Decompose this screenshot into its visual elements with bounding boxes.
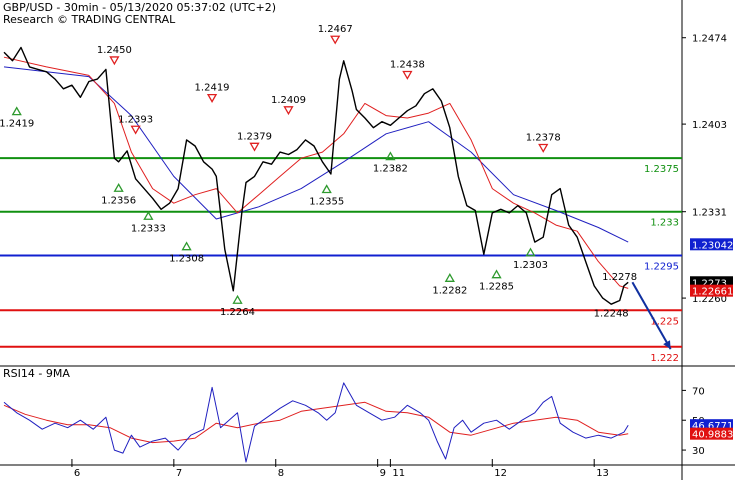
swing-high-marker (402, 70, 413, 80)
price-annotation: 1.2382 (373, 164, 408, 175)
swing-low-marker (385, 151, 396, 161)
x-tick-label: 11 (392, 468, 405, 479)
price-annotation: 1.2355 (309, 197, 344, 208)
price-annotation: 1.2393 (118, 114, 153, 125)
price-annotation: 1.2278 (602, 272, 637, 283)
price-annotation: 1.2419 (195, 83, 230, 94)
x-axis: 6 7 8 9 11 12 13 (71, 459, 609, 479)
swing-high-marker (283, 106, 294, 116)
y-tick-label: 1.2260 (692, 294, 727, 305)
swing-high-marker (109, 56, 120, 66)
swing-high-marker (330, 35, 341, 45)
chart-subtitle: Research © TRADING CENTRAL (3, 13, 176, 26)
price-annotation: 1.2419 (0, 119, 34, 130)
price-annotation: 1.2248 (594, 309, 629, 320)
price-annotation: 1.2379 (237, 131, 272, 142)
x-tick-label: 8 (278, 468, 284, 479)
rsi-line (3, 382, 629, 463)
rsi-title: RSI14 - 9MA (3, 367, 70, 380)
rsi-tick-label: 70 (692, 386, 705, 397)
price-annotation: 1.2282 (432, 285, 467, 296)
swing-low-marker (181, 241, 192, 251)
price-tag-label: 1.23042 (692, 240, 733, 251)
swing-high-marker (538, 143, 549, 153)
ma-red-line (3, 56, 629, 289)
swing-high-marker (249, 142, 260, 152)
price-annotation: 1.2409 (271, 95, 306, 106)
swing-low-marker (143, 210, 154, 220)
x-tick-label: 12 (494, 468, 507, 479)
swing-low-marker (232, 294, 243, 304)
swing-low-marker (444, 273, 455, 282)
x-tick-label: 6 (74, 468, 80, 479)
rsi-tick-label: 30 (692, 446, 705, 457)
price-annotation: 1.2333 (131, 223, 166, 234)
x-tick-label: 9 (380, 468, 386, 479)
price-annotation: 1.2285 (479, 282, 514, 293)
level-label: 1.2375 (644, 164, 679, 175)
swing-high-marker (206, 93, 218, 103)
x-tick-label: 13 (596, 468, 609, 479)
x-tick-label: 7 (176, 468, 182, 479)
swing-high-marker (130, 125, 141, 135)
swing-low-marker (11, 106, 22, 116)
price-tag-label: 1.22661 (692, 287, 733, 298)
swing-low-marker (491, 269, 502, 279)
level-label: 1.2295 (644, 262, 679, 273)
y-tick-label: 1.2403 (692, 120, 727, 131)
level-label: 1.233 (650, 218, 679, 229)
swing-low-marker (113, 182, 124, 192)
price-tag (690, 427, 733, 440)
level-label: 1.225 (650, 316, 679, 327)
forecast-arrow (631, 281, 672, 350)
rsi-ma-line (3, 401, 629, 444)
swing-low-marker (321, 184, 332, 194)
y-tick-label: 1.2331 (692, 208, 727, 219)
forecast-arrow-head (663, 340, 671, 350)
price-annotation: 1.2450 (97, 45, 132, 56)
price-annotation: 1.2356 (101, 195, 136, 206)
swing-low-marker (525, 247, 536, 257)
chart-title: GBP/USD - 30min - 05/13/2020 05:37:02 (U… (3, 1, 276, 14)
price-tag (690, 238, 733, 251)
price-annotation: 1.2438 (390, 60, 425, 71)
level-label: 1.222 (650, 353, 679, 364)
price-tag (690, 284, 733, 297)
price-annotation: 1.2308 (169, 254, 204, 265)
price-tag-label: 40.9883 (692, 430, 733, 441)
price-annotation: 1.2378 (526, 133, 561, 144)
price-annotation: 1.2467 (318, 24, 353, 35)
price-tag-label: 46.6771 (692, 421, 733, 432)
ma-blue-line (3, 66, 629, 243)
price-annotation: 1.2303 (513, 260, 548, 271)
price-line (3, 46, 629, 305)
price-tag-label: 1.2273 (692, 278, 727, 289)
y-tick-label: 1.2474 (692, 34, 727, 45)
price-annotation: 1.2264 (220, 307, 255, 318)
